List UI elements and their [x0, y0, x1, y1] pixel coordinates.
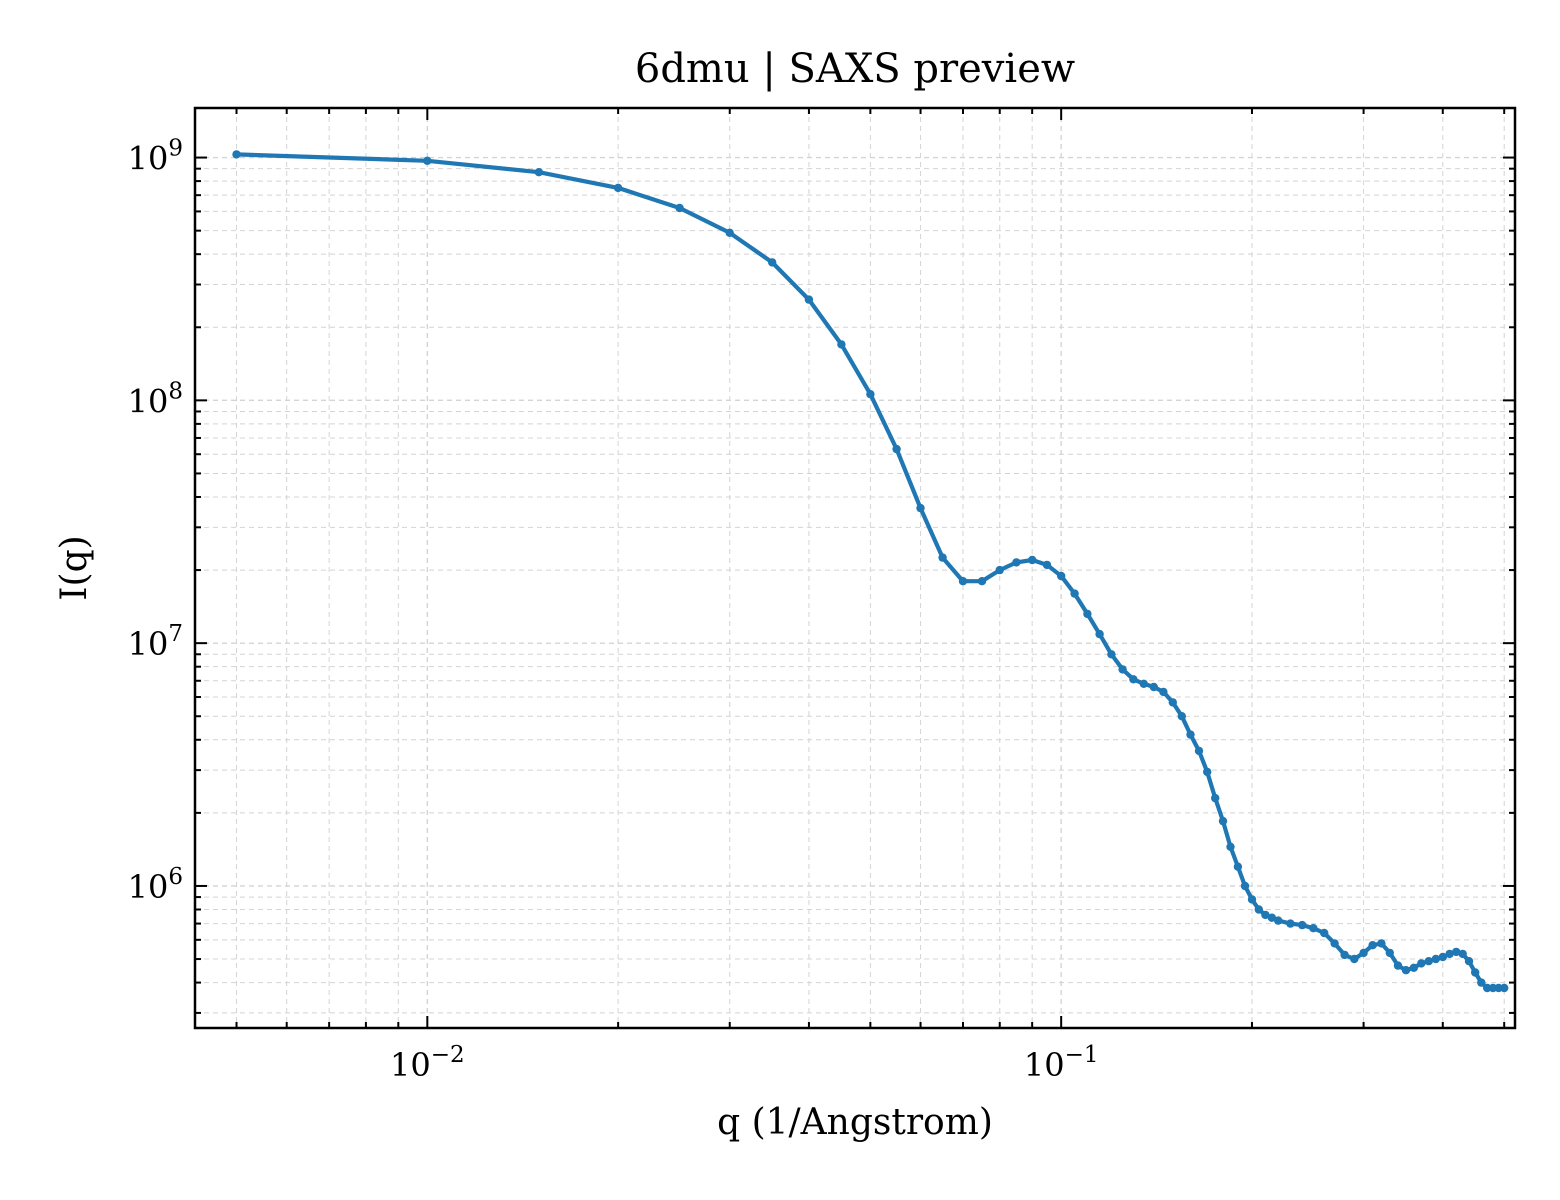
data-point	[1330, 939, 1339, 948]
data-point	[1401, 966, 1411, 975]
data-point	[1070, 589, 1079, 598]
data-point	[995, 565, 1004, 575]
data-point	[1107, 650, 1116, 659]
plot-frame	[193, 106, 1517, 1030]
data-point	[1431, 954, 1441, 964]
data-point	[232, 150, 241, 159]
data-point	[1377, 939, 1386, 948]
y-tick-label: 107	[128, 621, 183, 663]
data-point	[1477, 978, 1486, 987]
data-point	[675, 203, 684, 213]
x-axis-label: q (1/Angstrom)	[717, 1102, 993, 1143]
data-point	[1286, 919, 1295, 928]
data-point	[977, 577, 987, 586]
data-point	[1028, 555, 1037, 565]
data-point	[1438, 952, 1448, 962]
data-point	[1298, 920, 1307, 930]
data-point	[916, 503, 925, 513]
data-point	[1320, 928, 1329, 938]
data-point	[1340, 950, 1349, 960]
y-tick-label: 108	[128, 378, 183, 420]
data-point	[1445, 949, 1454, 959]
data-point	[1458, 949, 1467, 959]
data-point	[1417, 959, 1426, 968]
data-point	[1500, 983, 1509, 993]
data-point	[1452, 947, 1461, 957]
data-point	[1359, 948, 1368, 958]
data-point	[837, 340, 846, 349]
data-point	[1203, 767, 1212, 777]
data-point	[1247, 895, 1257, 904]
chart-title: 6dmu | SAXS preview	[635, 46, 1075, 92]
data-point	[768, 258, 777, 267]
data-point	[1368, 941, 1377, 950]
data-point	[1483, 983, 1492, 993]
data-point	[1042, 560, 1052, 570]
data-point	[725, 228, 734, 237]
x-tick-label: 10−1	[1024, 1042, 1099, 1084]
data-point	[1424, 957, 1433, 966]
data-point	[1218, 816, 1228, 826]
x-tick-label: 10−2	[390, 1042, 465, 1084]
data-point	[1309, 924, 1318, 933]
data-point	[1168, 698, 1178, 707]
data-point	[1240, 881, 1250, 891]
data-point	[1274, 916, 1283, 925]
data-point	[1194, 746, 1204, 756]
data-point	[866, 390, 875, 399]
data-point	[1409, 963, 1419, 972]
data-point	[1471, 968, 1480, 977]
data-point	[534, 168, 544, 177]
data-point	[1057, 571, 1066, 581]
data-point	[1385, 948, 1395, 958]
y-axis-label: I(q)	[54, 535, 95, 600]
data-point	[1254, 905, 1264, 914]
data-point	[1267, 913, 1277, 922]
data-point	[1129, 675, 1138, 684]
data-point	[804, 295, 814, 304]
series-layer	[232, 150, 1509, 993]
data-point	[1012, 558, 1021, 567]
data-point	[1177, 712, 1187, 721]
data-point	[1083, 609, 1092, 619]
data-point	[1261, 910, 1270, 920]
data-point	[613, 183, 623, 193]
data-point	[1211, 793, 1220, 803]
data-point	[958, 577, 968, 586]
data-point	[1159, 687, 1168, 697]
tick-labels: 10−2 10−1 106 107 108 109	[128, 136, 1099, 1084]
data-point	[1149, 682, 1159, 692]
data-point	[1186, 730, 1195, 739]
data-point	[1350, 954, 1359, 964]
y-tick-label: 106	[128, 864, 183, 906]
data-point	[1139, 679, 1149, 688]
data-point	[1233, 862, 1243, 871]
data-point	[892, 444, 901, 454]
data-point	[1464, 957, 1474, 966]
data-point	[1393, 961, 1403, 970]
data-point	[1226, 842, 1235, 851]
data-point	[1118, 665, 1127, 674]
y-tick-label: 109	[128, 136, 183, 178]
data-point	[1095, 629, 1104, 639]
data-point	[938, 553, 947, 562]
data-point	[423, 156, 432, 165]
